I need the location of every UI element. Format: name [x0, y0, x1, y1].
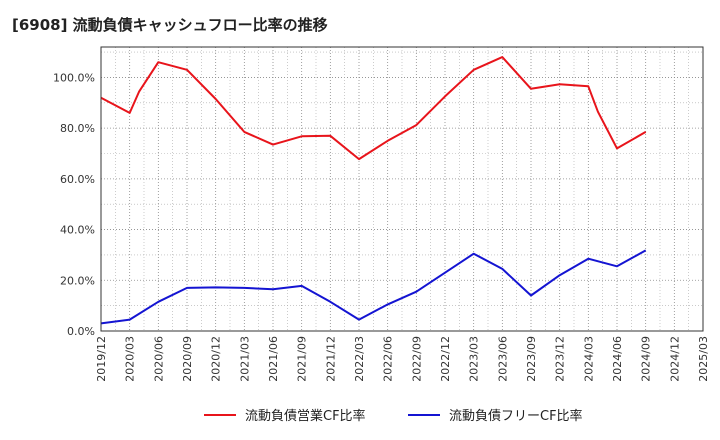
series-line-1: [100, 249, 647, 325]
chart-title: [6908] 流動負債キャッシュフロー比率の推移: [12, 16, 328, 34]
x-tick-label: 2020/06: [152, 336, 165, 382]
x-tick-label: 2021/09: [296, 336, 309, 382]
x-tick-label: 2024/09: [640, 336, 653, 382]
x-tick-label: 2021/12: [324, 336, 337, 382]
x-tick-label: 2023/09: [525, 336, 538, 382]
x-tick-label: 2022/03: [353, 336, 366, 382]
x-tick-label: 2022/12: [439, 336, 452, 382]
y-tick-label: 20.0%: [60, 274, 95, 287]
legend-label-1: 流動負債フリーCF比率: [449, 408, 583, 424]
y-axis: 0.0% 20.0% 40.0% 60.0% 80.0% 100.0%: [53, 71, 95, 338]
y-tick-label: 80.0%: [60, 122, 95, 135]
x-tick-label: 2020/03: [124, 336, 137, 382]
x-tick-label: 2021/06: [267, 336, 280, 382]
x-tick-label: 2025/03: [697, 336, 710, 382]
x-tick-label: 2023/12: [554, 336, 567, 382]
x-axis: 2019/12 2020/03 2020/06 2020/09 2020/12 2021/…: [95, 336, 710, 382]
grid: [101, 47, 703, 331]
x-tick-label: 2024/03: [582, 336, 595, 382]
x-tick-label: 2022/09: [410, 336, 423, 382]
x-tick-label: 2022/06: [382, 336, 395, 382]
y-tick-label: 60.0%: [60, 173, 95, 186]
legend: 流動負債営業CF比率 流動負債フリーCF比率: [204, 408, 583, 424]
series-line-0: [100, 56, 647, 161]
x-tick-label: 2019/12: [95, 336, 108, 382]
legend-label-0: 流動負債営業CF比率: [245, 408, 366, 424]
series-layer: [100, 56, 647, 325]
x-tick-label: 2023/06: [496, 336, 509, 382]
plot-frame: [100, 46, 704, 332]
x-tick-label: 2024/06: [611, 336, 624, 382]
y-tick-label: 40.0%: [60, 224, 95, 237]
x-tick-label: 2024/12: [668, 336, 681, 382]
x-tick-label: 2020/09: [181, 336, 194, 382]
y-tick-label: 100.0%: [53, 71, 95, 84]
x-tick-label: 2023/03: [468, 336, 481, 382]
x-tick-label: 2021/03: [238, 336, 251, 382]
y-tick-label: 0.0%: [67, 325, 95, 338]
x-tick-label: 2020/12: [210, 336, 223, 382]
